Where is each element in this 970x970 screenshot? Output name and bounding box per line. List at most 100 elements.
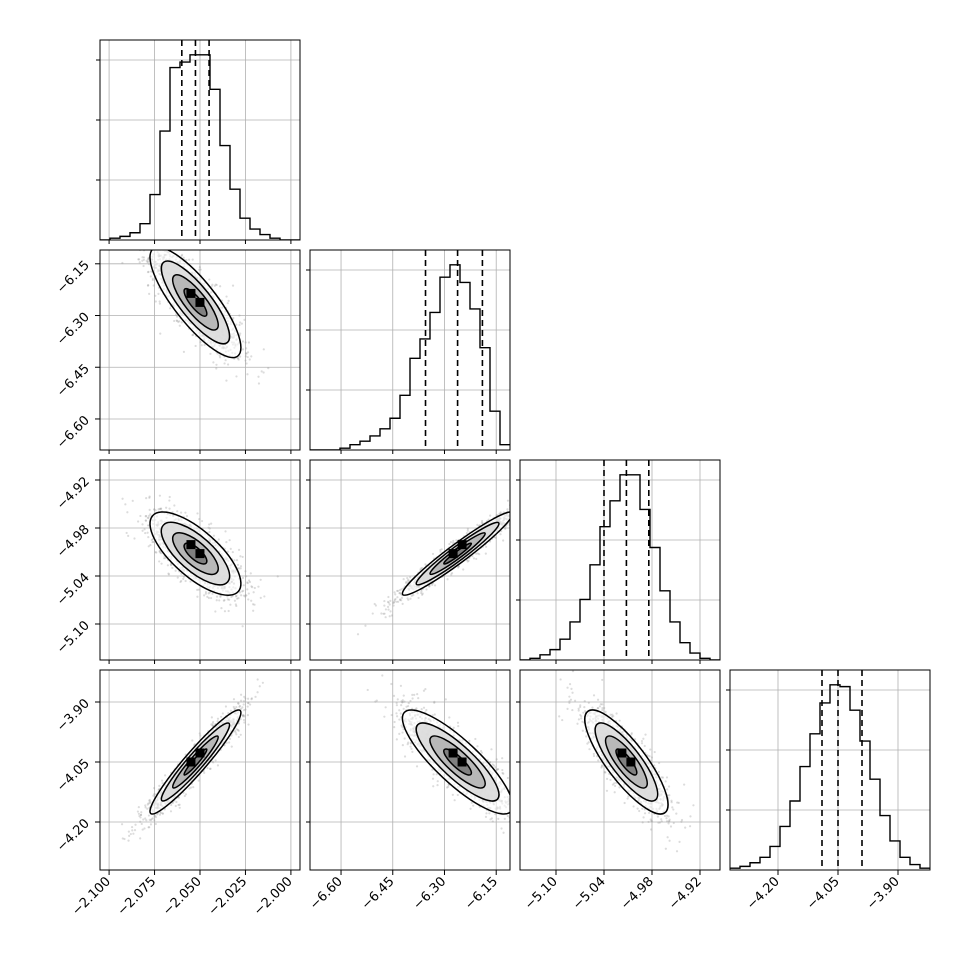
sample-point <box>211 722 214 725</box>
sample-point <box>451 541 455 544</box>
sample-point <box>191 333 195 336</box>
sample-point <box>148 292 151 295</box>
sample-point <box>412 593 415 597</box>
density-contours <box>149 250 242 359</box>
sample-point <box>394 597 397 601</box>
sample-point <box>237 597 240 600</box>
sample-point <box>405 580 408 583</box>
sample-point <box>137 520 140 523</box>
sample-point <box>148 495 151 498</box>
sample-point <box>416 592 419 595</box>
sample-point <box>476 523 479 527</box>
sample-point <box>480 519 484 523</box>
sample-point <box>246 581 249 584</box>
sample-point <box>262 371 265 374</box>
sample-point <box>123 227 125 229</box>
sample-point <box>147 228 149 230</box>
sample-point <box>220 715 223 718</box>
sample-point <box>244 355 247 358</box>
sample-point <box>246 581 249 585</box>
sample-point <box>219 285 222 288</box>
sample-point <box>229 547 232 550</box>
sample-point <box>387 608 390 611</box>
sample-point <box>196 512 199 515</box>
sample-point <box>227 609 230 613</box>
sample-point <box>136 810 139 813</box>
sample-point <box>389 610 392 613</box>
sample-point <box>137 258 140 261</box>
sample-point <box>238 591 241 594</box>
sample-point <box>143 528 146 531</box>
sample-point <box>147 826 150 829</box>
sample-point <box>382 612 385 615</box>
sample-point <box>515 515 517 517</box>
sample-point <box>504 526 507 529</box>
sample-point <box>239 565 243 568</box>
sample-point <box>243 318 246 321</box>
sample-point <box>145 514 148 518</box>
sample-point <box>134 243 136 245</box>
sample-point <box>237 722 241 725</box>
sample-point <box>215 283 218 287</box>
sample-point <box>210 716 213 719</box>
sample-point <box>260 370 263 373</box>
panel-frame <box>309 249 511 451</box>
sample-point <box>247 592 250 595</box>
sample-point <box>393 600 396 603</box>
sample-point <box>138 261 141 264</box>
sample-point <box>250 599 253 602</box>
sample-point <box>134 823 137 826</box>
sample-point <box>133 537 136 540</box>
sample-point <box>515 501 517 503</box>
sample-point <box>153 786 156 790</box>
density-peak <box>195 549 205 559</box>
sample-point <box>512 513 514 515</box>
sample-point <box>213 284 216 287</box>
sample-point <box>467 559 470 562</box>
sample-point <box>225 379 228 382</box>
sample-point <box>387 595 390 599</box>
sample-point <box>121 261 124 265</box>
sample-point <box>237 548 241 551</box>
sample-point <box>151 277 154 280</box>
sample-point <box>480 521 483 524</box>
sample-point <box>144 806 147 809</box>
sample-point <box>158 550 161 553</box>
sample-point <box>159 551 162 554</box>
sample-point <box>420 591 423 595</box>
sample-point <box>151 278 154 282</box>
sample-point <box>142 264 145 268</box>
sample-point <box>247 723 250 726</box>
sample-point <box>421 593 424 596</box>
sample-point <box>489 514 492 517</box>
sample-point <box>180 579 183 583</box>
sample-point <box>240 699 243 702</box>
sample-point <box>246 705 249 708</box>
sample-point <box>242 715 245 718</box>
sample-point <box>198 266 201 269</box>
sample-point <box>239 555 242 558</box>
sample-point <box>207 526 210 529</box>
sample-point <box>241 576 245 579</box>
sample-point <box>121 837 124 840</box>
sample-point <box>235 594 238 597</box>
grid <box>310 460 510 660</box>
sample-point <box>528 513 530 515</box>
sample-point <box>152 284 155 287</box>
sample-point <box>253 603 256 606</box>
sample-point <box>149 275 152 278</box>
sample-point <box>452 539 455 543</box>
sample-point <box>239 332 242 335</box>
sample-point <box>384 608 387 611</box>
sample-point <box>142 256 146 259</box>
sample-point <box>494 536 497 539</box>
sample-point <box>248 580 252 584</box>
sample-point <box>466 529 469 532</box>
sample-point <box>203 343 206 347</box>
sample-point <box>199 734 202 737</box>
sample-point <box>182 256 185 259</box>
sample-point <box>466 527 469 530</box>
sample-point <box>425 588 428 591</box>
sample-point <box>392 604 395 607</box>
